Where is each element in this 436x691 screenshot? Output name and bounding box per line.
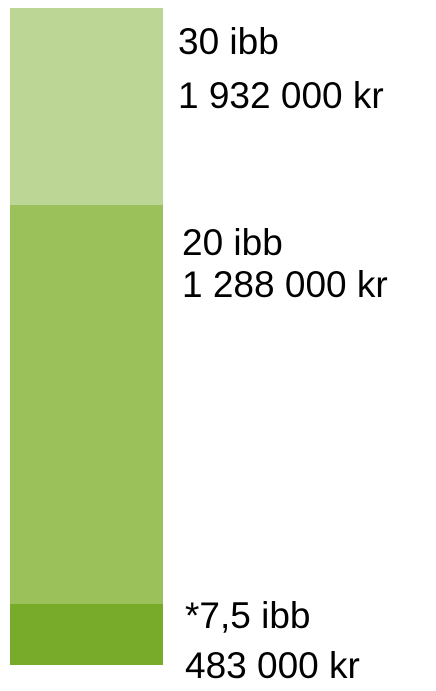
level-amount: 483 000 kr [185, 645, 360, 686]
level-label: 20 ibb [182, 222, 283, 263]
level-amount: 1 932 000 kr [178, 75, 384, 116]
level-label: *7,5 ibb [185, 595, 311, 636]
segment-top [10, 8, 163, 205]
level-amount: 1 288 000 kr [182, 264, 388, 305]
segment-middle [10, 205, 163, 604]
level-label: 30 ibb [178, 21, 279, 62]
segment-bottom [10, 604, 163, 665]
